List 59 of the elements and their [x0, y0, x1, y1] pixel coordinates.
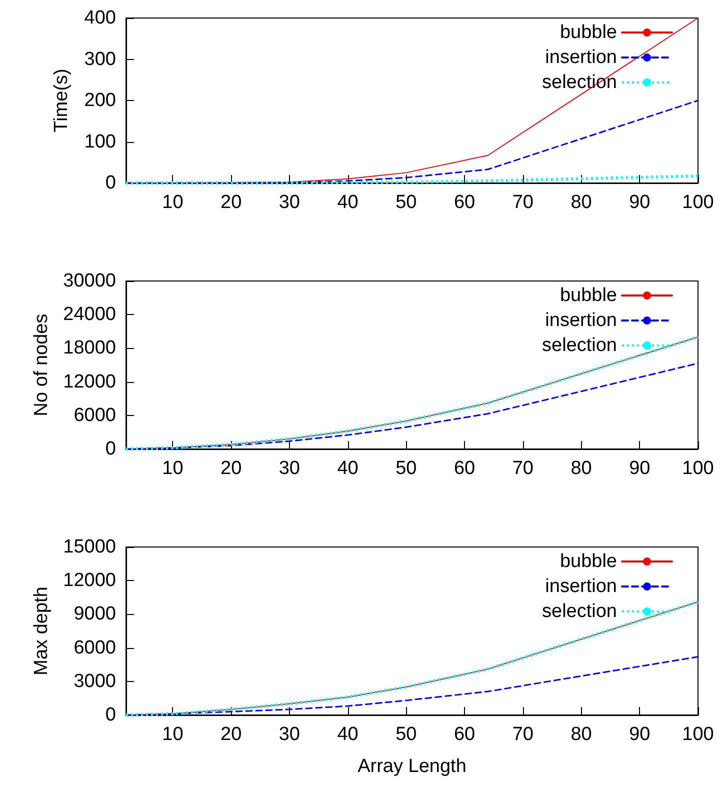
x-tick-label: 80	[570, 192, 592, 213]
x-tick-label: 40	[337, 192, 358, 213]
x-tick-label: 90	[629, 192, 650, 213]
x-tick-label: 70	[512, 724, 534, 745]
legend-label: bubble	[560, 22, 617, 43]
y-axis-title: Time(s)	[51, 68, 72, 132]
x-tick-label: 90	[629, 724, 650, 745]
x-tick-label: 90	[629, 458, 650, 479]
x-tick-label: 100	[682, 192, 714, 213]
x-tick-label: 60	[454, 458, 476, 479]
x-tick-label: 100	[682, 458, 714, 479]
legend-label: insertion	[545, 47, 617, 68]
y-tick-label: 0	[105, 438, 116, 460]
x-tick-label: 60	[454, 192, 476, 213]
x-tick-label: 40	[337, 724, 358, 745]
x-axis-title: Array Length	[358, 756, 466, 777]
x-tick-label: 10	[162, 192, 184, 213]
y-tick-label: 200	[84, 90, 116, 111]
x-tick-label: 30	[278, 192, 300, 213]
y-tick-label: 300	[84, 48, 116, 70]
y-tick-label: 6000	[74, 637, 116, 658]
y-tick-label: 9000	[74, 604, 116, 625]
y-tick-label: 24000	[63, 304, 116, 326]
x-tick-label: 50	[396, 724, 417, 745]
y-tick-label: 12000	[63, 570, 116, 592]
x-tick-label: 50	[396, 192, 417, 213]
x-tick-label: 80	[570, 724, 592, 745]
x-tick-label: 80	[570, 458, 592, 479]
y-tick-label: 100	[84, 131, 116, 152]
legend-label: bubble	[560, 285, 617, 306]
x-tick-label: 40	[337, 458, 358, 479]
y-tick-label: 30000	[63, 270, 116, 292]
legend-label: bubble	[560, 551, 617, 572]
x-tick-label: 60	[454, 724, 476, 745]
y-tick-label: 0	[105, 172, 116, 194]
x-tick-label: 10	[162, 458, 184, 479]
legend-label: insertion	[545, 576, 617, 597]
y-tick-label: 18000	[63, 338, 116, 359]
y-tick-label: 400	[84, 8, 116, 28]
legend-label: selection	[542, 601, 617, 622]
y-tick-label: 15000	[63, 536, 116, 558]
x-tick-label: 30	[278, 724, 300, 745]
y-axis-title: Max depth	[31, 586, 52, 676]
x-tick-label: 70	[512, 458, 534, 479]
y-tick-label: 12000	[63, 371, 116, 392]
x-tick-label: 50	[396, 458, 417, 479]
x-tick-label: 100	[682, 724, 714, 745]
y-axis-title: No of nodes	[31, 314, 52, 416]
x-tick-label: 70	[512, 192, 534, 213]
y-tick-label: 6000	[74, 404, 116, 426]
x-tick-label: 20	[220, 192, 242, 213]
x-tick-label: 30	[278, 458, 300, 479]
x-tick-label: 20	[220, 724, 242, 745]
y-tick-label: 0	[105, 704, 116, 726]
y-tick-label: 3000	[74, 670, 116, 692]
legend-label: selection	[542, 335, 617, 356]
legend-label: insertion	[545, 310, 617, 331]
x-tick-label: 20	[220, 458, 242, 479]
x-tick-label: 10	[162, 724, 184, 745]
